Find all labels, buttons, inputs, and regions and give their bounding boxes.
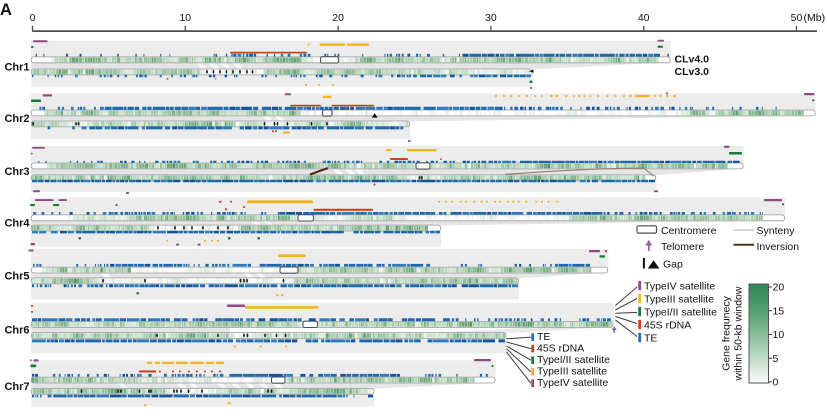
svg-text:Chr4: Chr4 — [4, 217, 30, 229]
svg-text:20: 20 — [332, 12, 344, 24]
svg-text:50: 50 — [791, 12, 803, 24]
svg-text:TypeIV satellite: TypeIV satellite — [644, 281, 715, 293]
svg-text:Gene frequnecy: Gene frequnecy — [721, 295, 733, 370]
svg-text:40: 40 — [638, 12, 650, 24]
svg-text:5: 5 — [773, 353, 779, 365]
svg-text:Chr3: Chr3 — [4, 166, 29, 178]
svg-text:Centromere: Centromere — [661, 225, 717, 237]
svg-text:TypeIII satellite: TypeIII satellite — [644, 294, 714, 306]
svg-text:Chr7: Chr7 — [4, 381, 29, 393]
svg-text:0: 0 — [773, 377, 779, 389]
svg-text:Chr2: Chr2 — [4, 113, 29, 125]
svg-text:Inversion: Inversion — [757, 241, 800, 253]
svg-text:TypeIV satellite: TypeIV satellite — [537, 377, 608, 389]
svg-text:20: 20 — [773, 282, 785, 294]
svg-text:45S rDNA: 45S rDNA — [537, 343, 584, 355]
svg-text:A: A — [0, 1, 12, 19]
svg-text:10: 10 — [179, 12, 191, 24]
svg-text:CLv4.0: CLv4.0 — [675, 54, 710, 66]
svg-text:45S rDNA: 45S rDNA — [644, 320, 691, 332]
svg-text:CLv3.0: CLv3.0 — [675, 66, 710, 78]
svg-text:Gap: Gap — [663, 259, 683, 271]
svg-text:Chr5: Chr5 — [4, 271, 29, 283]
svg-text:Chr1: Chr1 — [4, 61, 29, 73]
svg-text:TE: TE — [537, 331, 550, 343]
svg-text:TypeI/II satellite: TypeI/II satellite — [644, 307, 717, 319]
svg-text:(Mb): (Mb) — [804, 12, 826, 24]
svg-text:TE: TE — [644, 333, 657, 345]
svg-text:0: 0 — [30, 12, 36, 24]
svg-text:Telomere: Telomere — [661, 241, 704, 253]
svg-text:10: 10 — [773, 329, 785, 341]
svg-text:30: 30 — [485, 12, 497, 24]
svg-text:Synteny: Synteny — [757, 225, 796, 237]
svg-text:within 50-kb window: within 50-kb window — [733, 286, 745, 381]
svg-text:TypeI/II satellite: TypeI/II satellite — [537, 354, 610, 366]
svg-text:15: 15 — [773, 305, 785, 317]
svg-text:Chr6: Chr6 — [4, 325, 29, 337]
svg-text:TypeIII satellite: TypeIII satellite — [537, 366, 607, 378]
